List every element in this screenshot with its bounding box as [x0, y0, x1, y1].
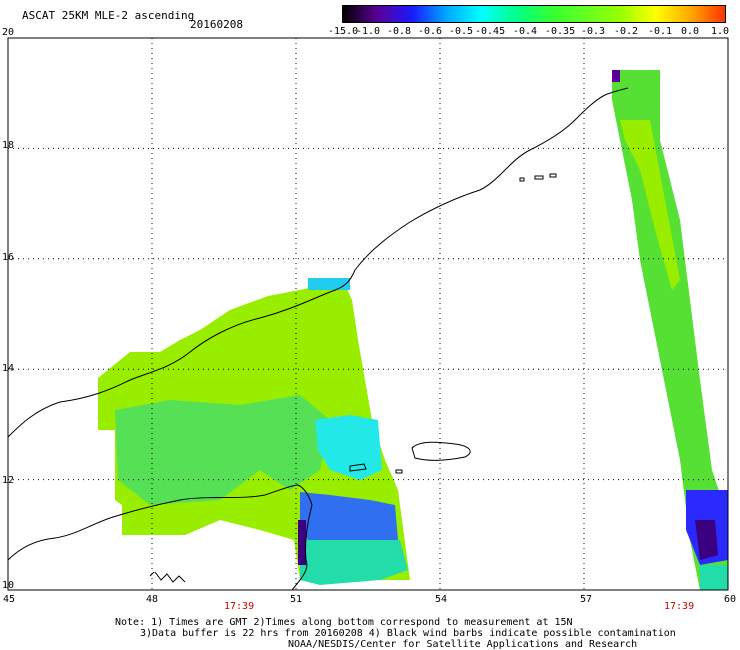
lat-label-12: 12 [2, 475, 15, 486]
coastline [7, 87, 629, 591]
colorbar-label: -0.1 [648, 26, 673, 37]
lat-label-14: 14 [2, 363, 15, 374]
coast-somalia [7, 484, 313, 591]
lat-label-16: 16 [2, 252, 15, 263]
colorbar-label: -0.4 [513, 26, 538, 37]
colorbar-label: -0.2 [614, 26, 639, 37]
colorbar-label: -0.3 [581, 26, 606, 37]
pass-time-1: 17:39 [224, 601, 255, 612]
lon-label-45: 45 [3, 594, 16, 605]
scatterometer-swaths [98, 70, 728, 590]
coast-arabia [7, 87, 629, 438]
swath-right-lower [700, 565, 728, 590]
wind-barbs [149, 571, 186, 583]
swath-left-cyan [315, 415, 382, 480]
product-date: 20160208 [190, 18, 243, 31]
island-kuria-3 [549, 173, 557, 178]
swath-left-purple [298, 520, 306, 565]
swath-left-top [308, 278, 350, 290]
colorbar-label: 0.0 [681, 26, 700, 37]
product-title: ASCAT 25KM MLE-2 ascending [22, 9, 195, 22]
colorbar-label: -15.0 [328, 26, 359, 37]
island-kuria-2 [534, 175, 544, 180]
swath-right-purple [695, 520, 718, 560]
map-frame [7, 37, 729, 591]
swath-left-green [115, 395, 330, 505]
pass-time-2: 17:39 [664, 601, 695, 612]
island-small-1 [395, 469, 403, 474]
lon-label-54: 54 [435, 594, 448, 605]
colorbar [342, 5, 726, 23]
lat-label-18: 18 [2, 140, 15, 151]
colorbar-label: -0.8 [387, 26, 412, 37]
note-line-2: 3)Data buffer is 22 hrs from 20160208 4)… [140, 628, 676, 639]
colorbar-label: -1.0 [356, 26, 381, 37]
island-kuria-1 [519, 177, 525, 182]
note-line-1: Note: 1) Times are GMT 2)Times along bot… [115, 617, 573, 628]
lat-label-10: 10 [2, 580, 15, 591]
swath-right-main [612, 70, 728, 590]
colorbar-label: -0.45 [475, 26, 506, 37]
island-small-2 [349, 463, 367, 472]
colorbar-label: 1.0 [711, 26, 730, 37]
swath-right-purple-top [612, 70, 620, 82]
lon-label-57: 57 [580, 594, 593, 605]
lon-label-48: 48 [146, 594, 159, 605]
swath-left-lower [300, 540, 408, 585]
swath-left-blue [300, 492, 398, 545]
note-line-3: NOAA/NESDIS/Center for Satellite Applica… [288, 639, 638, 650]
lon-label-60: 60 [724, 594, 737, 605]
colorbar-label: -0.5 [449, 26, 474, 37]
colorbar-label: -0.6 [418, 26, 443, 37]
island-socotra [411, 441, 471, 461]
lat-label-20: 20 [2, 27, 15, 38]
colorbar-label: -0.35 [545, 26, 576, 37]
swath-right-yellow [620, 120, 680, 290]
lat-lon-grid [8, 38, 728, 590]
lon-label-51: 51 [290, 594, 303, 605]
